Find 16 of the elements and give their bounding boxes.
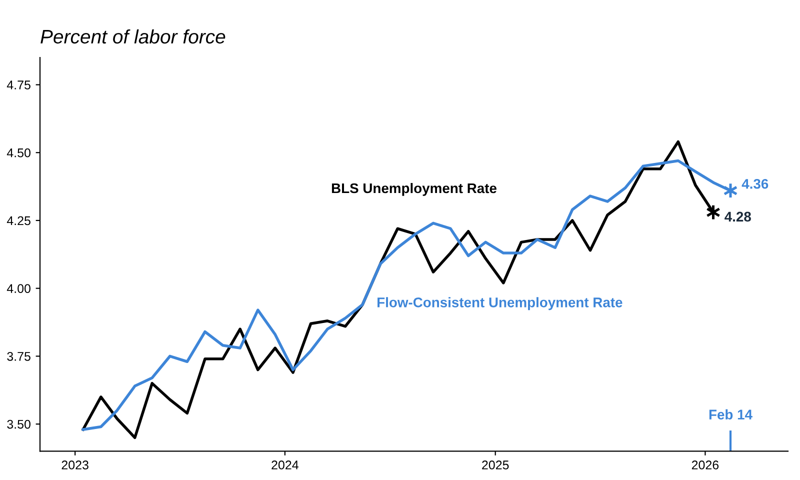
series-label: Flow-Consistent Unemployment Rate	[378, 297, 622, 310]
x-tick-label: 2024	[272, 460, 298, 470]
ref-line-label: Feb 14	[709, 409, 752, 420]
x-tick-label: 2026	[692, 460, 719, 470]
y-tick-label: 3.75	[7, 352, 30, 361]
chart-title: Percent of labor force	[40, 29, 226, 44]
x-tick-label: 2025	[482, 460, 509, 470]
y-tick-label: 4.75	[6, 80, 30, 90]
text: BLS Unemployment Rate	[332, 182, 496, 196]
data-label: 4.36	[742, 178, 768, 189]
y-tick-label: 4.50	[6, 148, 30, 158]
y-tick-label: 3.50	[7, 420, 30, 429]
x-tick-label: 2023	[62, 460, 88, 470]
y-tick-label: 4.25	[6, 216, 30, 226]
y-tick-label: 4.00	[6, 284, 30, 293]
data-label: 4.28	[724, 212, 751, 222]
